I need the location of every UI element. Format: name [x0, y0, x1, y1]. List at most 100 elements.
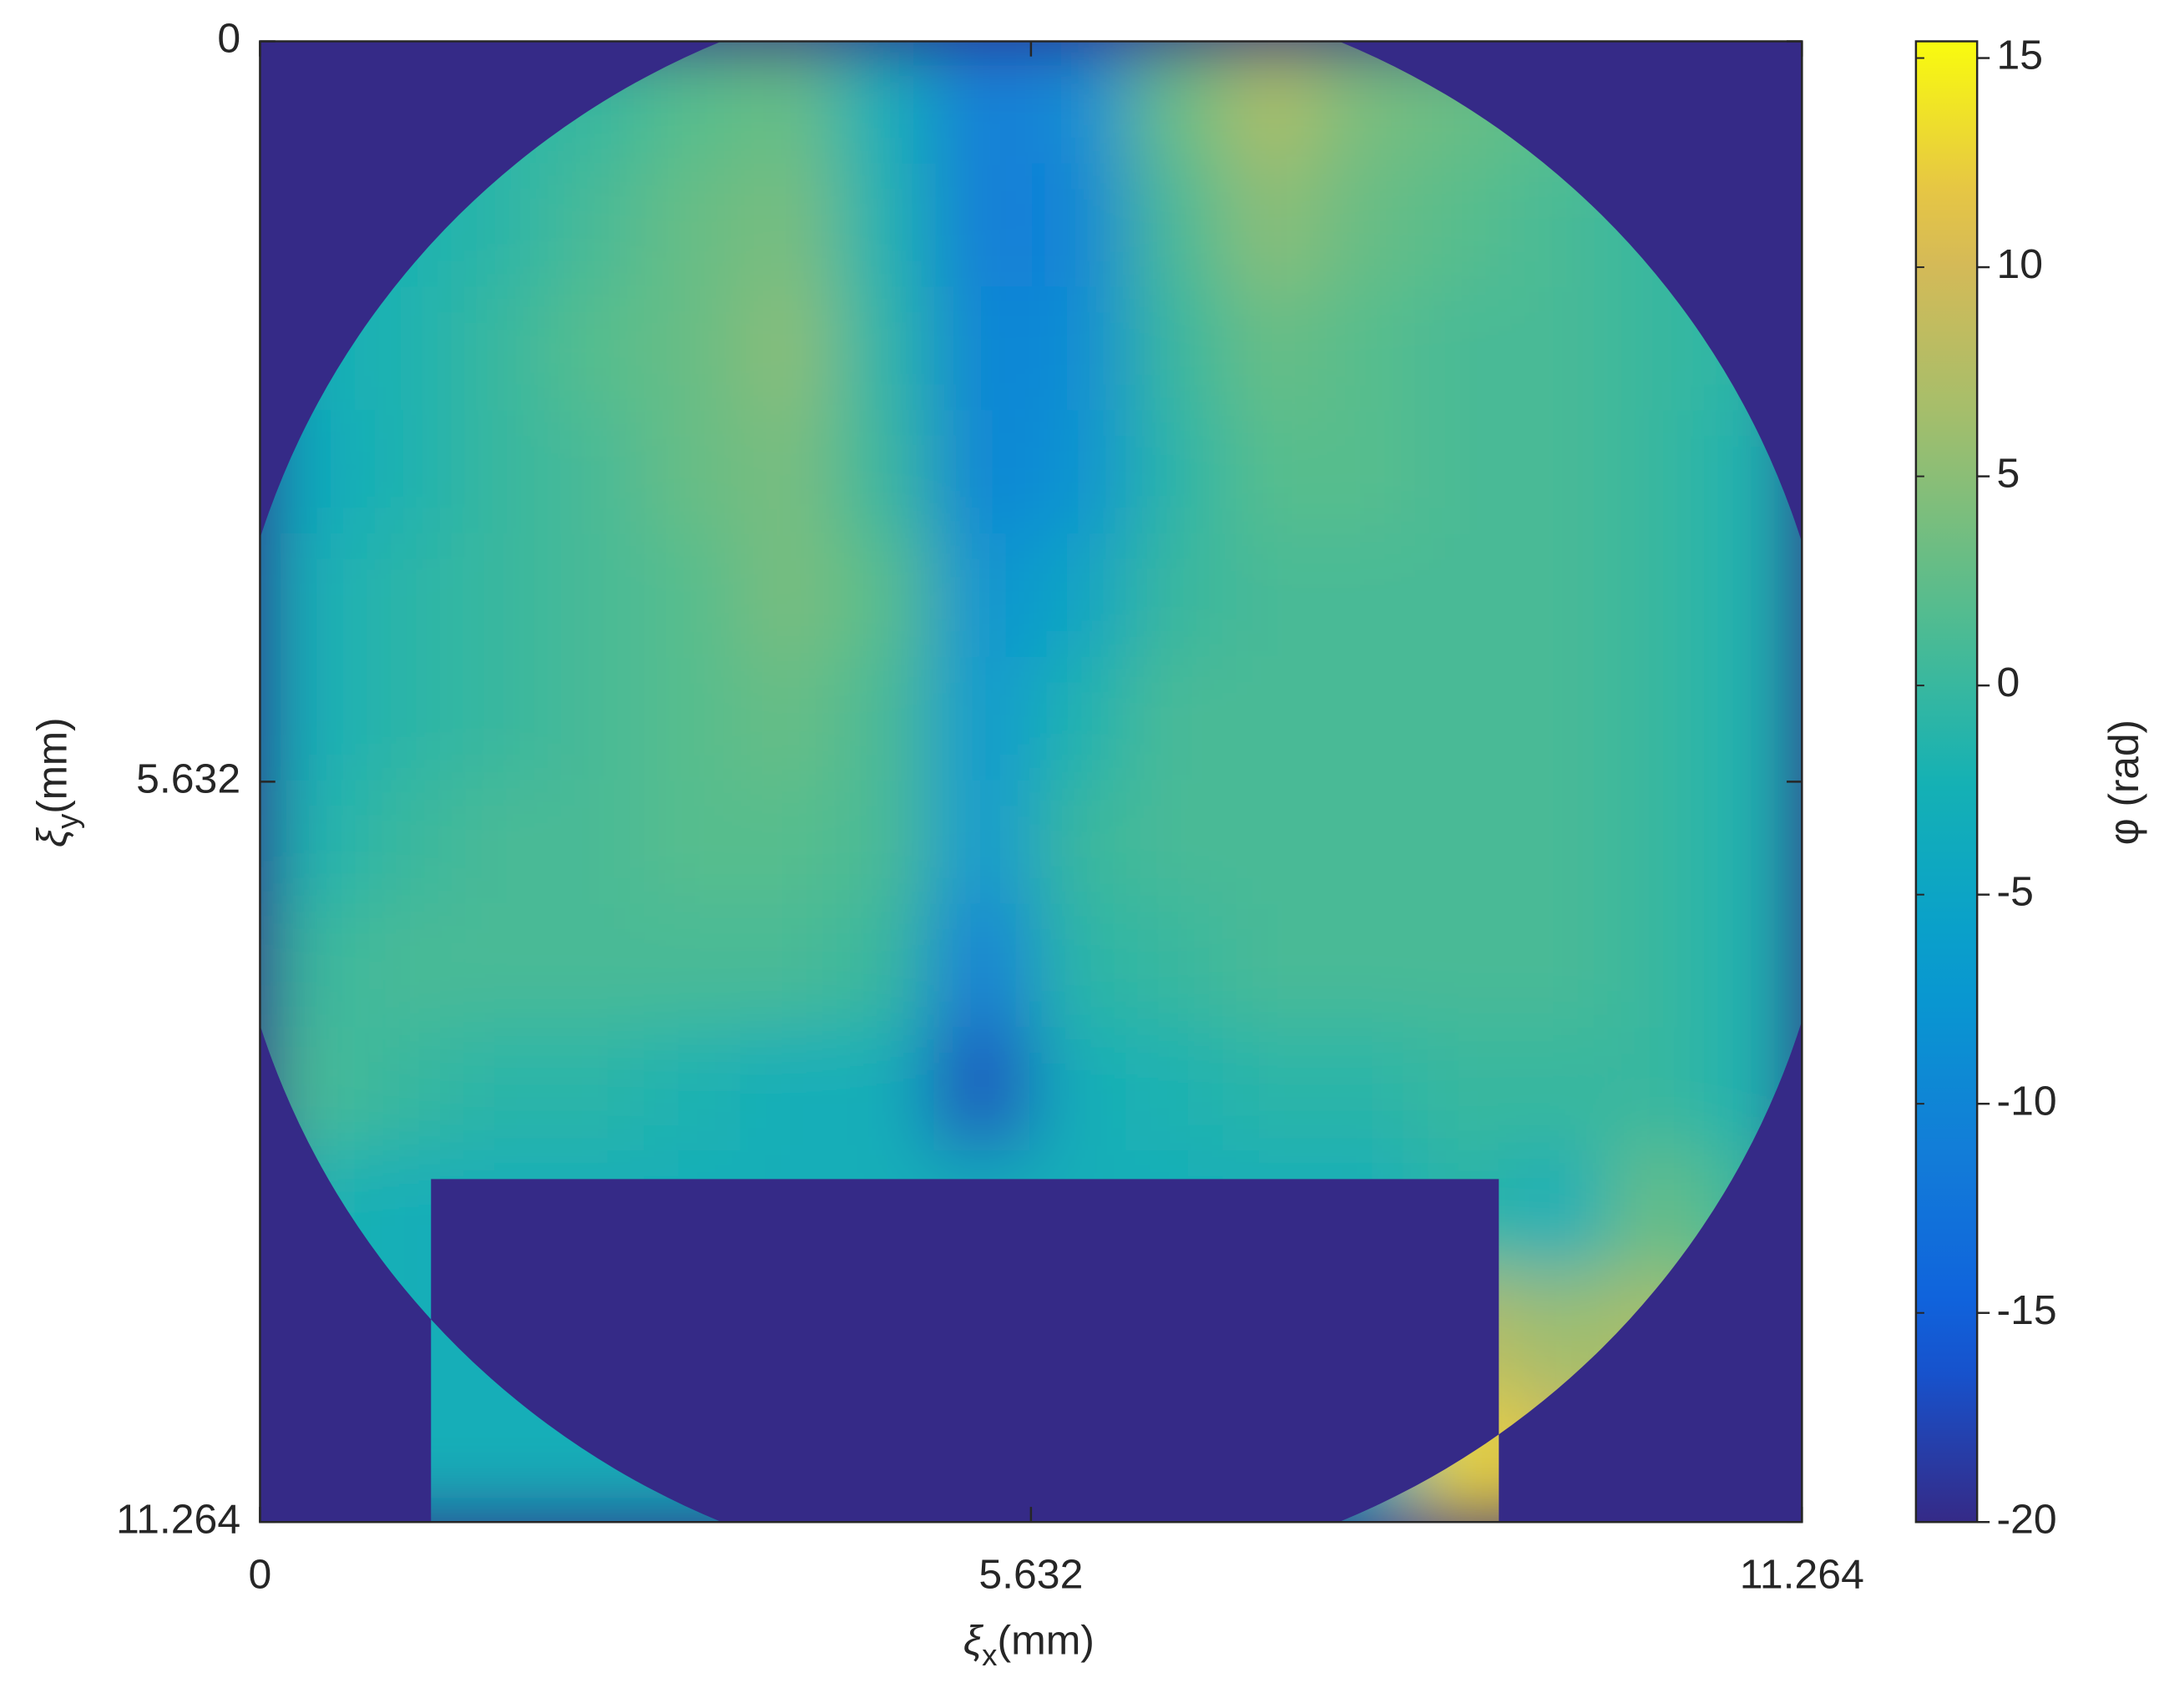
- y-label-unit: (mm): [29, 717, 76, 813]
- heat-cell: [451, 1027, 551, 1154]
- heat-cell: [355, 1027, 454, 1154]
- heat-cell: [1222, 410, 1322, 537]
- heat-cell: [451, 1397, 551, 1523]
- heat-cell: [1125, 41, 1226, 166]
- heat-cell: [933, 533, 1033, 660]
- heat-cell: [837, 780, 937, 907]
- x-tick-label: 0: [249, 1551, 272, 1598]
- heat-cell: [1414, 903, 1514, 1030]
- heat-cell: [740, 780, 840, 907]
- colorbar-tick-label: -20: [1996, 1496, 2056, 1543]
- heat-cell: [933, 163, 1033, 290]
- y-tick-label: 0: [217, 15, 240, 62]
- heat-cell: [1125, 656, 1226, 784]
- heat-cell: [740, 286, 840, 413]
- heat-cell: [837, 41, 937, 166]
- heat-cell: [740, 163, 840, 290]
- heat-cell: [1511, 286, 1611, 413]
- heat-cell: [644, 286, 744, 413]
- y-tick-label: 11.264: [116, 1496, 240, 1543]
- heat-cell: [1125, 780, 1226, 907]
- heat-cell: [1414, 410, 1514, 537]
- heat-cell: [355, 533, 454, 660]
- heat-cell: [1222, 656, 1322, 784]
- heat-cell: [740, 903, 840, 1030]
- heat-cell: [1511, 780, 1611, 907]
- heat-cell: [1125, 533, 1226, 660]
- heat-cell: [837, 1027, 937, 1154]
- heat-cell: [933, 903, 1033, 1030]
- heat-cell: [1029, 410, 1129, 537]
- heat-cell: [1318, 780, 1418, 907]
- heat-cell: [1029, 656, 1129, 784]
- heat-cell: [1511, 1027, 1611, 1154]
- heat-cell: [1414, 286, 1514, 413]
- heat-cell: [644, 533, 744, 660]
- heat-cell: [260, 903, 358, 1030]
- heat-cell: [451, 903, 551, 1030]
- x-tick-label: 5.632: [978, 1551, 1083, 1598]
- heat-cell: [548, 410, 647, 537]
- heat-cell: [1704, 656, 1802, 784]
- colorbar-tick-label: -10: [1996, 1077, 2056, 1124]
- heat-cell: [1607, 656, 1707, 784]
- heat-cell: [355, 656, 454, 784]
- heat-cell: [1607, 410, 1707, 537]
- x-label-symbol: ξ: [963, 1617, 984, 1664]
- heat-cell: [1125, 163, 1226, 290]
- heat-cell: [548, 533, 647, 660]
- heat-cell: [355, 903, 454, 1030]
- heat-cell: [933, 41, 1033, 166]
- heat-cell: [1511, 533, 1611, 660]
- heat-cell: [1704, 780, 1802, 907]
- heat-cell: [933, 656, 1033, 784]
- heat-cell: [933, 780, 1033, 907]
- heat-cell: [355, 410, 454, 537]
- colorbar-tick-label: 5: [1996, 450, 2020, 497]
- heat-cell: [740, 410, 840, 537]
- heat-cell: [1414, 780, 1514, 907]
- heat-cell: [933, 410, 1033, 537]
- heat-cell: [740, 656, 840, 784]
- heat-cell: [1414, 656, 1514, 784]
- heat-cell: [1318, 903, 1418, 1030]
- heat-cell: [1222, 533, 1322, 660]
- heat-cell: [644, 903, 744, 1030]
- heat-cell: [1125, 410, 1226, 537]
- x-label-unit: (mm): [997, 1617, 1094, 1664]
- heat-cell: [1222, 780, 1322, 907]
- heat-cell: [1029, 780, 1129, 907]
- heat-cell: [1318, 1027, 1418, 1154]
- heat-cell: [1222, 41, 1322, 166]
- heat-cell: [1511, 410, 1611, 537]
- heat-cell: [1029, 41, 1129, 166]
- colorbar-tick-label: 15: [1996, 32, 2043, 78]
- heat-cell: [837, 903, 937, 1030]
- heat-cell: [837, 656, 937, 784]
- heat-cell: [548, 903, 647, 1030]
- heat-cell: [451, 410, 551, 537]
- colorbar-tick-label: 10: [1996, 240, 2043, 287]
- colorbar: [1914, 40, 1979, 1524]
- heat-cell: [355, 780, 454, 907]
- heat-cell: [548, 780, 647, 907]
- heat-cell: [1222, 903, 1322, 1030]
- colorbar-tick-label: 0: [1996, 659, 2020, 705]
- heat-cell: [644, 410, 744, 537]
- heat-cell: [1704, 533, 1802, 660]
- heat-cell: [1318, 286, 1418, 413]
- colorbar-tick-label: -5: [1996, 868, 2033, 915]
- heat-cell: [1511, 903, 1611, 1030]
- heat-cell: [837, 163, 937, 290]
- y-label-symbol: ξ: [29, 826, 76, 847]
- heat-cell: [644, 1027, 744, 1154]
- heat-cell: [1125, 1027, 1226, 1154]
- heat-cell: [1029, 163, 1129, 290]
- heat-cell: [1414, 163, 1514, 290]
- heat-cell: [548, 163, 647, 290]
- heat-cell: [837, 286, 937, 413]
- colorbar-label: φ (rad): [2101, 720, 2147, 845]
- heat-cell: [548, 1027, 647, 1154]
- heat-cell: [1222, 1027, 1322, 1154]
